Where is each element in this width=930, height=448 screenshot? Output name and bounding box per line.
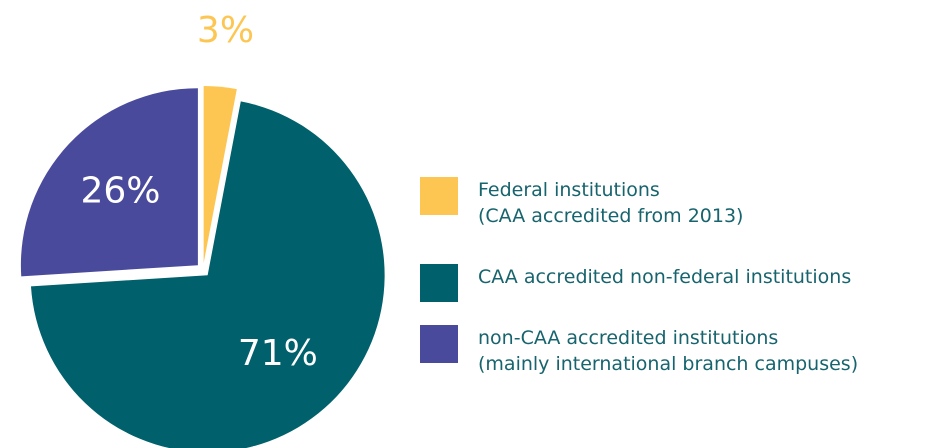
data-label: 3%	[197, 10, 254, 51]
chart: 3% 71% 26%	[20, 10, 385, 448]
legend-item: non-CAA accredited institutions (mainly …	[420, 325, 930, 377]
pie-slice	[30, 101, 385, 448]
legend-label: Federal institutions (CAA accredited fro…	[478, 179, 744, 227]
pie-slice	[203, 86, 237, 264]
legend-swatch	[420, 325, 458, 363]
legend-item: CAA accredited non-federal institutions	[420, 264, 930, 302]
legend-swatch	[420, 264, 458, 302]
legend-item: Federal institutions (CAA accredited fro…	[420, 177, 930, 229]
legend-swatch	[420, 177, 458, 215]
pie-slice	[20, 88, 198, 277]
data-label: 26%	[80, 171, 160, 212]
legend-label: non-CAA accredited institutions (mainly …	[478, 327, 859, 375]
legend-label: CAA accredited non-federal institutions	[478, 266, 852, 288]
data-label: 71%	[238, 333, 318, 374]
